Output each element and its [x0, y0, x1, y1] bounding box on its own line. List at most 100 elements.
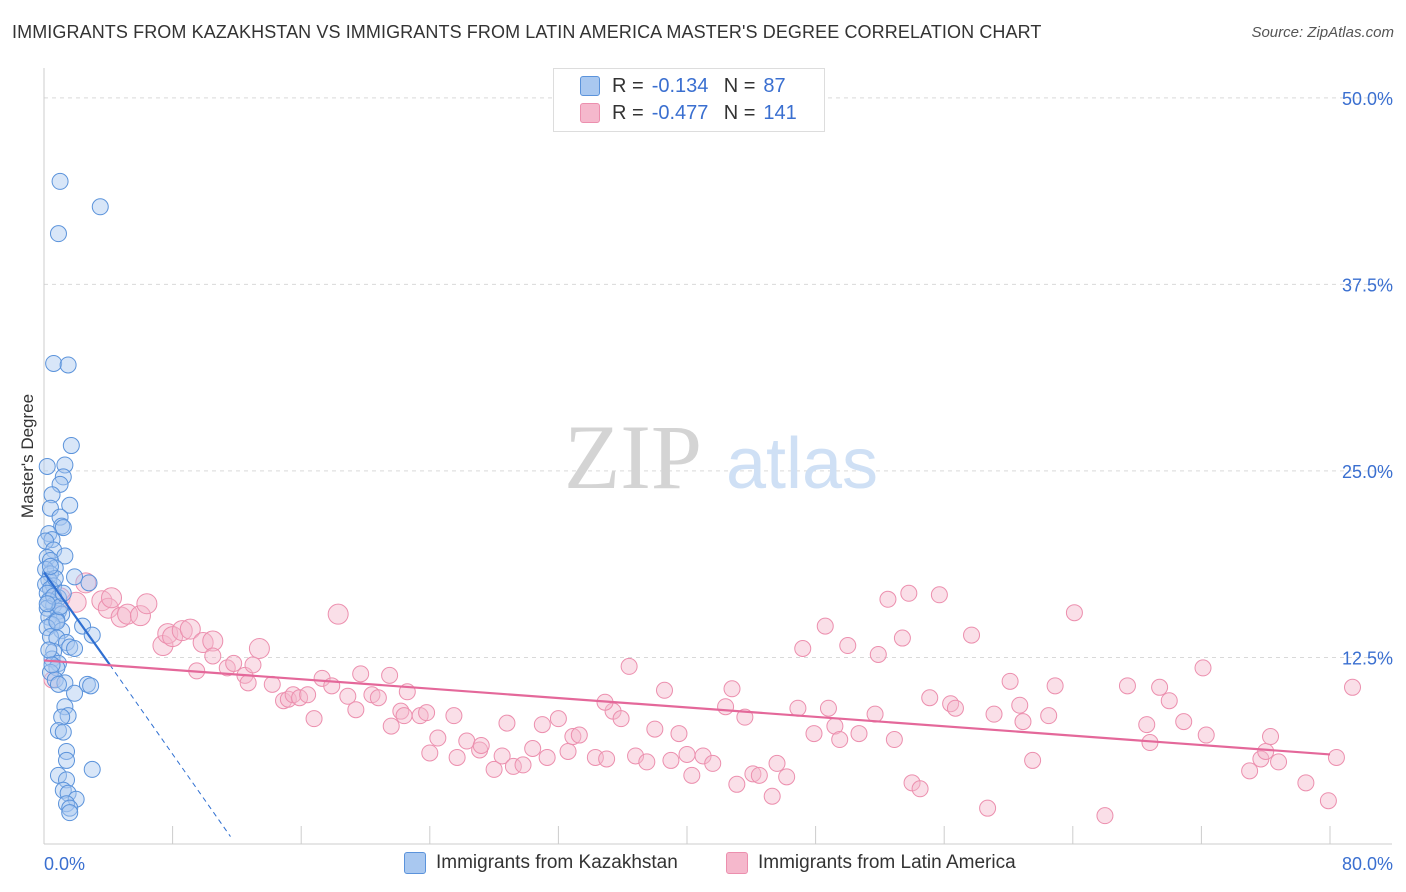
data-point-pink: [789, 699, 807, 717]
data-point-pink: [655, 681, 673, 699]
data-point-blue: [61, 799, 79, 817]
data-point-blue: [38, 457, 56, 475]
data-point-blue: [45, 354, 63, 372]
data-point-pink: [339, 687, 357, 705]
data-point-pink: [1118, 677, 1136, 695]
data-point-pink: [305, 710, 323, 728]
data-point-pink: [514, 756, 532, 774]
data-point-pink: [1096, 807, 1114, 825]
data-point-blue: [54, 781, 72, 799]
data-point-pink: [1175, 713, 1193, 731]
data-point-blue: [62, 437, 80, 455]
data-point-pink: [704, 754, 722, 772]
data-point-blue: [91, 198, 109, 216]
data-point-pink: [963, 626, 981, 644]
data-point-pink: [1257, 742, 1275, 760]
data-point-pink: [429, 729, 447, 747]
data-point-pink: [831, 731, 849, 749]
data-point-pink: [352, 665, 370, 683]
data-point-pink: [921, 689, 939, 707]
data-point-blue: [80, 574, 98, 592]
bottom-legend-kazakhstan: Immigrants from Kazakhstan: [404, 852, 678, 874]
data-point-blue: [49, 225, 67, 243]
data-point-pink: [1197, 726, 1215, 744]
data-point-pink: [900, 584, 918, 602]
data-point-blue: [82, 677, 100, 695]
y-tick-label: 37.5%: [1342, 275, 1393, 295]
data-point-pink: [392, 702, 410, 720]
data-point-pink: [1241, 762, 1259, 780]
data-point-pink: [75, 572, 97, 594]
legend-r-value: -0.134: [651, 74, 709, 97]
watermark-zip: ZIP: [564, 406, 702, 508]
axes: [43, 68, 1392, 845]
data-point-pink: [570, 726, 588, 744]
data-point-pink: [204, 647, 222, 665]
data-point-blue: [56, 674, 74, 692]
y-axis-title: Master's Degree: [18, 394, 37, 518]
data-point-blue: [54, 723, 72, 741]
data-point-pink: [678, 745, 696, 763]
data-point-pink: [244, 656, 262, 674]
legend-r-label: R =: [612, 101, 644, 124]
legend-swatch-pink: [580, 103, 600, 123]
data-point-pink: [911, 780, 929, 798]
legend-swatch-blue: [580, 76, 600, 96]
bottom-legend-latin-america: Immigrants from Latin America: [726, 852, 1016, 874]
data-point-pink: [1344, 678, 1362, 696]
data-point-pink: [979, 799, 997, 817]
data-point-pink: [816, 617, 834, 635]
data-point-pink: [101, 587, 123, 609]
bottom-legend: Immigrants from Kazakhstan Immigrants fr…: [0, 852, 1406, 878]
data-point-blue: [59, 356, 77, 374]
bottom-legend-swatch-blue: [404, 852, 426, 874]
series-latin-america: [43, 572, 1362, 825]
data-point-pink: [1270, 753, 1288, 771]
data-point-pink: [1194, 659, 1212, 677]
data-point-blue: [53, 708, 71, 726]
data-point-blue: [41, 557, 59, 575]
chart-title: IMMIGRANTS FROM KAZAKHSTAN VS IMMIGRANTS…: [12, 22, 1042, 42]
data-point-pink: [395, 707, 413, 725]
legend-n-value: 141: [763, 101, 797, 124]
data-point-pink: [1138, 716, 1156, 734]
data-point-pink: [893, 629, 911, 647]
data-point-pink: [670, 725, 688, 743]
data-point-pink: [885, 731, 903, 749]
bottom-legend-swatch-pink: [726, 852, 748, 874]
data-point-blue: [58, 751, 76, 769]
data-point-blue: [38, 619, 56, 637]
data-point-pink: [750, 766, 768, 784]
data-point-pink: [239, 674, 257, 692]
y-tick-label: 25.0%: [1342, 462, 1393, 482]
data-point-pink: [620, 657, 638, 675]
series-kazakhstan: [37, 172, 109, 822]
legend-r-label: R =: [612, 74, 644, 97]
data-point-pink: [1262, 728, 1280, 746]
bottom-legend-label: Immigrants from Latin America: [758, 852, 1016, 873]
gridlines: [44, 97, 1392, 658]
source-label: Source: ZipAtlas.com: [1251, 24, 1394, 41]
data-point-pink: [347, 701, 365, 719]
data-point-pink: [1024, 751, 1042, 769]
data-point-pink: [485, 760, 503, 778]
data-point-pink: [850, 725, 868, 743]
data-point-blue: [58, 742, 76, 760]
data-point-blue: [58, 795, 76, 813]
trend-extension-blue: [109, 664, 231, 837]
data-point-blue: [40, 641, 58, 659]
data-point-blue: [43, 486, 61, 504]
data-point-pink: [612, 710, 630, 728]
data-point-pink: [763, 787, 781, 805]
data-point-pink: [136, 593, 158, 615]
data-point-pink: [299, 686, 317, 704]
legend-n-label: N =: [723, 101, 756, 124]
data-point-pink: [445, 707, 463, 725]
data-point-pink: [564, 728, 582, 746]
data-point-pink: [985, 705, 1003, 723]
x-tick-label-max: 80.0%: [1342, 854, 1393, 874]
data-point-pink: [683, 766, 701, 784]
data-point-pink: [819, 699, 837, 717]
data-point-pink: [930, 586, 948, 604]
